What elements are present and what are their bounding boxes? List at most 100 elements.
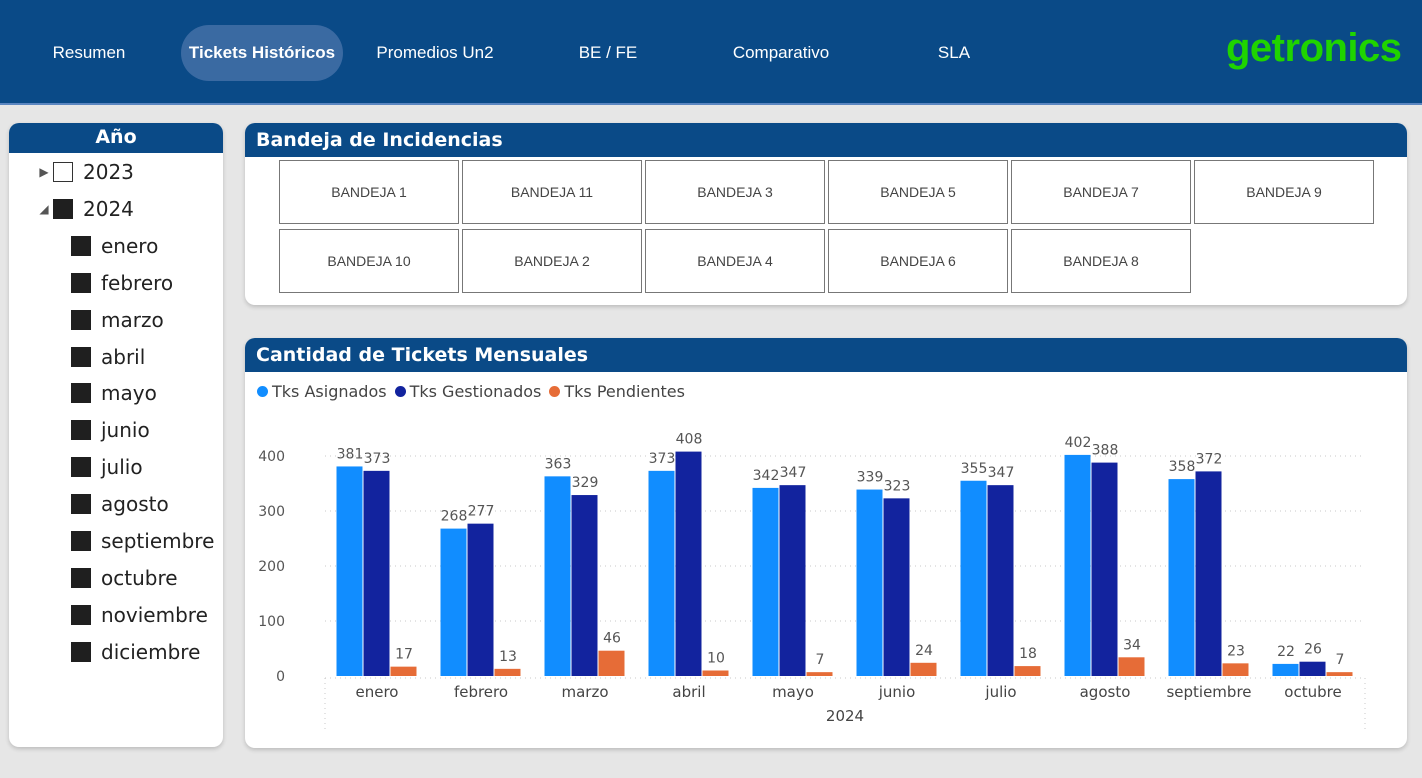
data-label: 18 — [1019, 646, 1037, 662]
tree-item-label: julio — [101, 455, 143, 480]
bar[interactable] — [1299, 661, 1326, 676]
month-item-enero[interactable]: enero — [71, 231, 158, 261]
month-item-abril[interactable]: abril — [71, 342, 145, 372]
bar[interactable] — [1118, 657, 1145, 676]
month-item-diciembre[interactable]: diciembre — [71, 637, 200, 667]
tab-sla[interactable]: SLA — [937, 43, 971, 62]
data-label: 408 — [676, 432, 703, 448]
data-label: 7 — [1336, 652, 1345, 668]
month-item-mayo[interactable]: mayo — [71, 378, 157, 408]
bar[interactable] — [1222, 663, 1249, 676]
tab-promedios-un2[interactable]: Promedios Un2 — [376, 43, 494, 62]
bar[interactable] — [675, 451, 702, 676]
bar[interactable] — [1272, 663, 1299, 676]
month-item-agosto[interactable]: agosto — [71, 489, 169, 519]
chart-panel: Cantidad de Tickets Mensuales Tks Asigna… — [245, 338, 1407, 748]
checkbox[interactable] — [71, 420, 91, 441]
y-tick-label: 300 — [258, 504, 285, 520]
tree-item-label: marzo — [101, 307, 164, 332]
tab-tickets-historicos[interactable]: Tickets Históricos — [181, 25, 343, 81]
bar[interactable] — [1168, 479, 1195, 676]
month-item-septiembre[interactable]: septiembre — [71, 526, 214, 556]
bar[interactable] — [440, 528, 467, 676]
legend-dot-icon — [257, 386, 268, 397]
tree-item-label: mayo — [101, 381, 157, 406]
checkbox[interactable] — [71, 383, 91, 404]
year-slicer-title: Año — [9, 123, 223, 153]
bar[interactable] — [987, 485, 1014, 676]
bar[interactable] — [960, 480, 987, 676]
bar[interactable] — [883, 498, 910, 676]
month-item-junio[interactable]: junio — [71, 415, 150, 445]
expand-caret-icon[interactable]: ▶ — [39, 165, 49, 179]
bandeja-button-bandeja-1[interactable]: BANDEJA 1 — [279, 160, 459, 224]
checkbox[interactable] — [71, 272, 91, 293]
month-item-marzo[interactable]: marzo — [71, 305, 164, 335]
bandeja-button-bandeja-11[interactable]: BANDEJA 11 — [462, 160, 642, 224]
x-tick-label: febrero — [454, 683, 508, 701]
checkbox[interactable] — [71, 494, 91, 515]
bar[interactable] — [1014, 666, 1041, 676]
bar[interactable] — [1091, 462, 1118, 676]
bandeja-button-bandeja-6[interactable]: BANDEJA 6 — [828, 229, 1008, 293]
bar[interactable] — [752, 487, 779, 676]
bar[interactable] — [336, 466, 363, 676]
month-item-noviembre[interactable]: noviembre — [71, 600, 208, 630]
bar[interactable] — [598, 650, 625, 676]
tab-be-fe[interactable]: BE / FE — [578, 43, 638, 62]
month-item-octubre[interactable]: octubre — [71, 563, 178, 593]
chart-title: Cantidad de Tickets Mensuales — [245, 338, 1407, 372]
legend-item[interactable]: Tks Pendientes — [549, 382, 685, 401]
checkbox[interactable] — [71, 309, 91, 330]
bar[interactable] — [571, 495, 598, 676]
bar[interactable] — [467, 523, 494, 676]
x-tick-label: abril — [672, 683, 705, 701]
checkbox[interactable] — [53, 198, 73, 219]
bandeja-button-bandeja-3[interactable]: BANDEJA 3 — [645, 160, 825, 224]
bar[interactable] — [1195, 471, 1222, 676]
bar[interactable] — [1326, 672, 1353, 676]
data-label: 277 — [468, 504, 495, 520]
tab-resumen[interactable]: Resumen — [52, 43, 126, 62]
tab-comparativo[interactable]: Comparativo — [732, 43, 830, 62]
checkbox[interactable] — [53, 162, 73, 182]
checkbox[interactable] — [71, 567, 91, 588]
bandeja-button-bandeja-10[interactable]: BANDEJA 10 — [279, 229, 459, 293]
bar[interactable] — [806, 672, 833, 676]
checkbox[interactable] — [71, 641, 91, 662]
bar[interactable] — [390, 666, 417, 676]
year-item-2024[interactable]: ◢ 2024 — [35, 194, 134, 224]
checkbox[interactable] — [71, 531, 91, 551]
month-item-julio[interactable]: julio — [71, 452, 143, 482]
data-label: 26 — [1304, 642, 1322, 658]
checkbox[interactable] — [71, 235, 91, 256]
bandeja-panel: Bandeja de Incidencias BANDEJA 1 BANDEJA … — [245, 123, 1407, 305]
bar[interactable] — [702, 670, 729, 677]
bandeja-button-bandeja-8[interactable]: BANDEJA 8 — [1011, 229, 1191, 293]
legend-item[interactable]: Tks Asignados — [257, 382, 387, 401]
data-label: 329 — [572, 475, 599, 491]
bar[interactable] — [494, 668, 521, 676]
bar[interactable] — [363, 470, 390, 676]
legend-dot-icon — [394, 386, 406, 397]
bandeja-button-bandeja-4[interactable]: BANDEJA 4 — [645, 229, 825, 293]
bar[interactable] — [910, 662, 937, 676]
bandeja-button-bandeja-2[interactable]: BANDEJA 2 — [462, 229, 642, 293]
collapse-caret-icon[interactable]: ◢ — [39, 201, 49, 216]
checkbox[interactable] — [71, 457, 91, 478]
bar[interactable] — [779, 485, 806, 676]
legend-item[interactable]: Tks Gestionados — [394, 382, 541, 401]
month-item-febrero[interactable]: febrero — [71, 268, 173, 298]
bar[interactable] — [544, 476, 571, 676]
bar[interactable] — [648, 470, 675, 676]
year-item-2023[interactable]: ▶ 2023 — [35, 157, 134, 187]
bandeja-button-bandeja-7[interactable]: BANDEJA 7 — [1011, 160, 1191, 224]
bandeja-button-bandeja-9[interactable]: BANDEJA 9 — [1194, 160, 1374, 224]
checkbox[interactable] — [71, 346, 91, 367]
year-slicer: Año ▶ 2023 ◢ 2024 enero febrero marzo abril mayo… — [9, 123, 223, 747]
checkbox[interactable] — [71, 604, 91, 625]
bar[interactable] — [1064, 454, 1091, 676]
bar[interactable] — [856, 489, 883, 676]
bandeja-button-bandeja-5[interactable]: BANDEJA 5 — [828, 160, 1008, 224]
data-label: 373 — [649, 451, 676, 467]
